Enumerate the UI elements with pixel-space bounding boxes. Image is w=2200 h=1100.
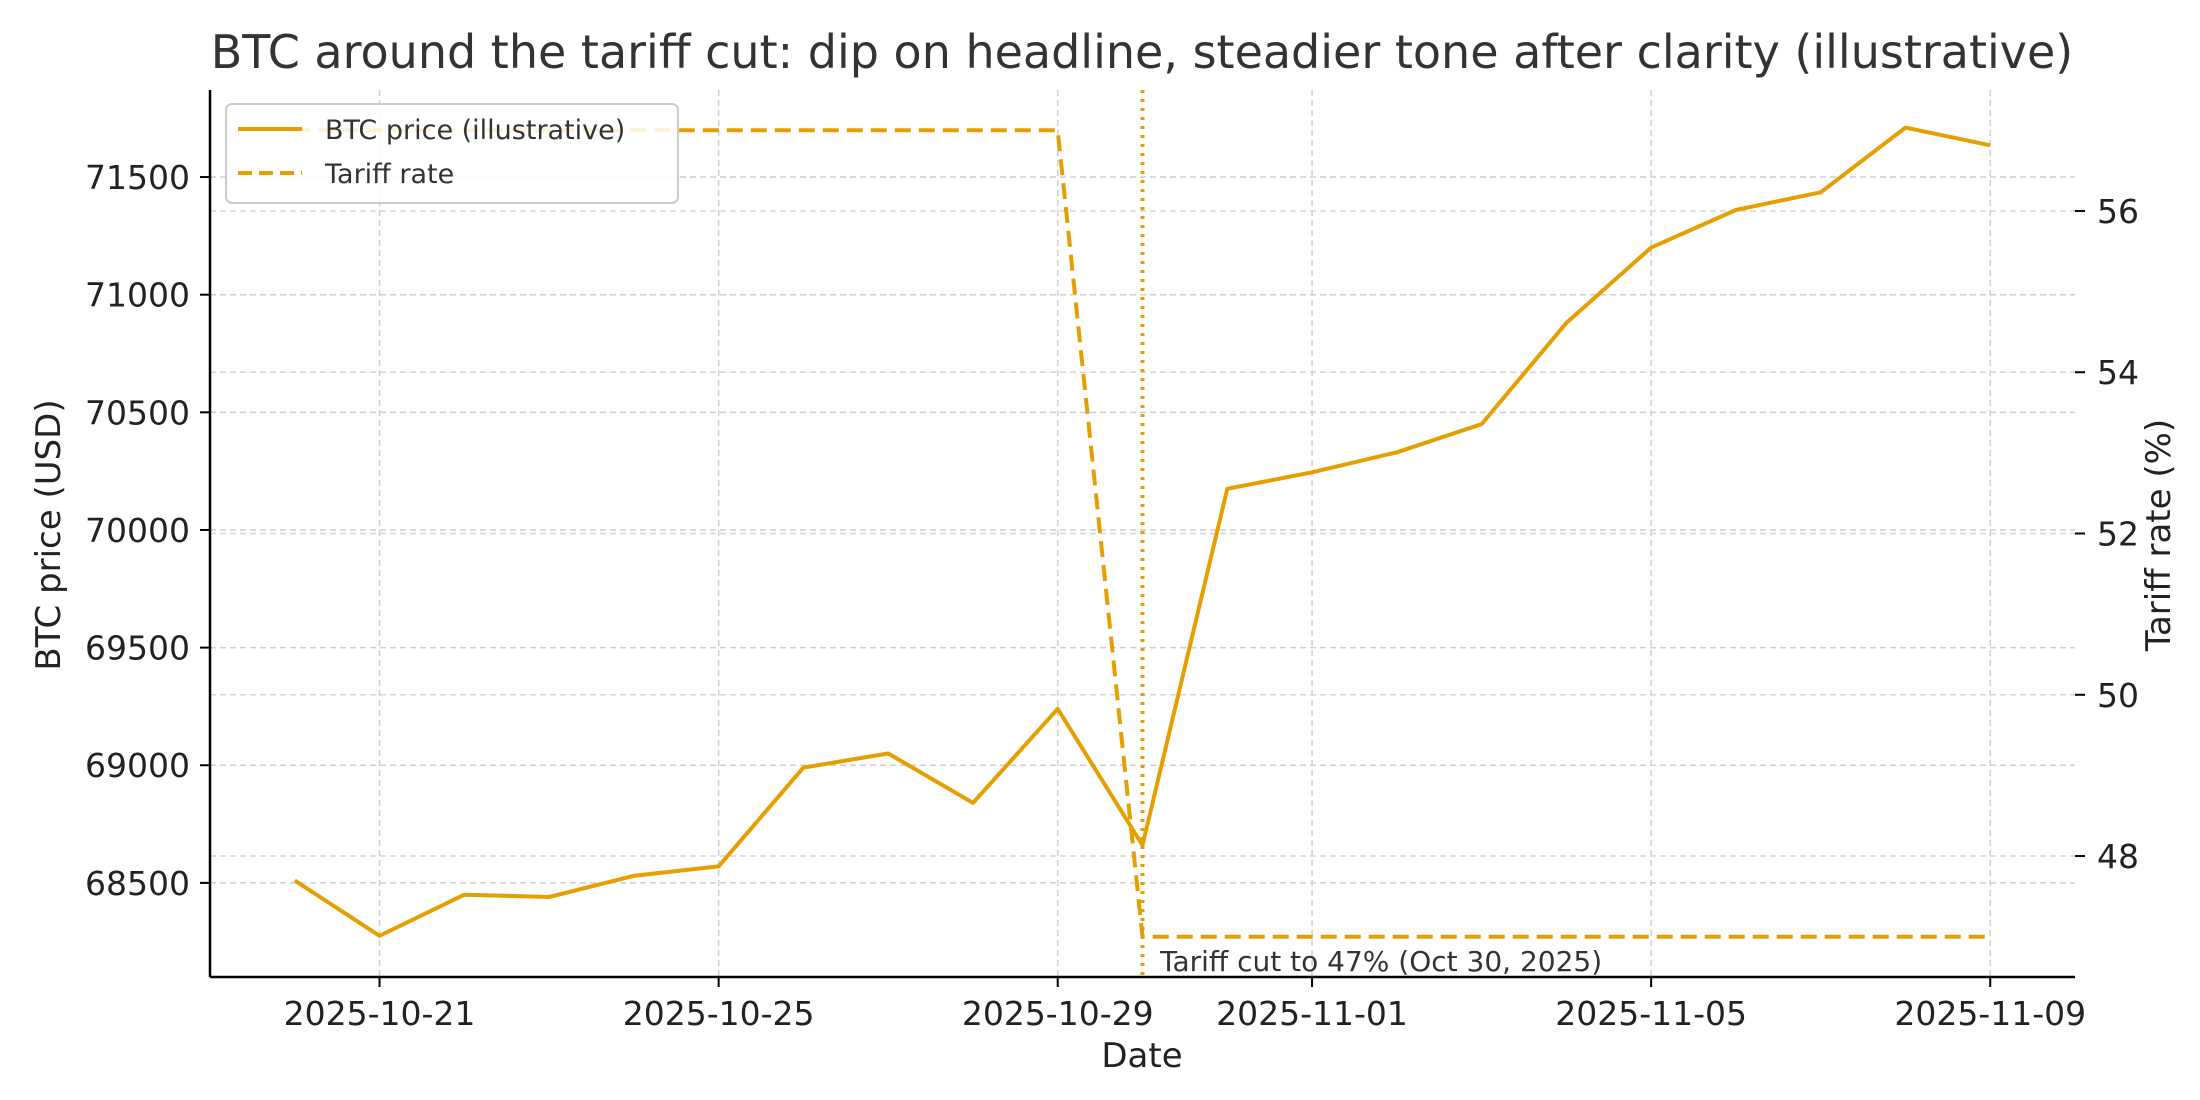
tariff-rate-line xyxy=(294,128,1991,939)
legend-label-btc: BTC price (illustrative) xyxy=(325,115,625,146)
legend-box xyxy=(225,103,679,204)
y-left-tick-label: 71500 xyxy=(85,158,190,197)
ticks-layer: 2025-10-21 2025-10-25 2025-10-29 2025-11-01… xyxy=(85,158,2139,1033)
y-right-tick-label: 54 xyxy=(2097,353,2139,392)
y-left-tick-label: 71000 xyxy=(85,276,190,315)
series-layer xyxy=(293,90,1991,977)
y-axis-right-label: Tariff rate (%) xyxy=(2139,419,2179,652)
y-left-tick-label: 70500 xyxy=(85,393,190,432)
x-tick-label: 2025-11-05 xyxy=(1555,994,1747,1033)
x-tick-label: 2025-10-25 xyxy=(623,994,815,1033)
chart-title: BTC around the tariff cut: dip on headli… xyxy=(211,25,2074,79)
y-axis-left-label: BTC price (USD) xyxy=(29,399,69,670)
y-right-tick-label: 48 xyxy=(2097,837,2139,876)
x-axis-label: Date xyxy=(1101,1036,1182,1076)
y-right-tick-label: 50 xyxy=(2097,676,2139,715)
legend: BTC price (illustrative) Tariff rate xyxy=(225,103,679,204)
x-tick-label: 2025-11-09 xyxy=(1894,994,2086,1033)
annotation-label: Tariff cut to 47% (Oct 30, 2025) xyxy=(1159,945,1602,978)
y-left-tick-label: 69500 xyxy=(85,629,190,668)
y-left-tick-label: 70000 xyxy=(85,511,190,550)
y-left-tick-label: 68500 xyxy=(85,864,190,903)
grid-layer xyxy=(210,90,2075,977)
x-tick-label: 2025-10-29 xyxy=(962,994,1154,1033)
legend-label-tariff: Tariff rate xyxy=(324,159,454,190)
x-tick-label: 2025-10-21 xyxy=(284,994,476,1033)
y-left-tick-label: 69000 xyxy=(85,746,190,785)
y-right-tick-label: 52 xyxy=(2097,515,2139,554)
y-right-tick-label: 56 xyxy=(2097,192,2139,231)
axes-layer xyxy=(208,90,2075,979)
x-tick-label: 2025-11-01 xyxy=(1216,994,1408,1033)
